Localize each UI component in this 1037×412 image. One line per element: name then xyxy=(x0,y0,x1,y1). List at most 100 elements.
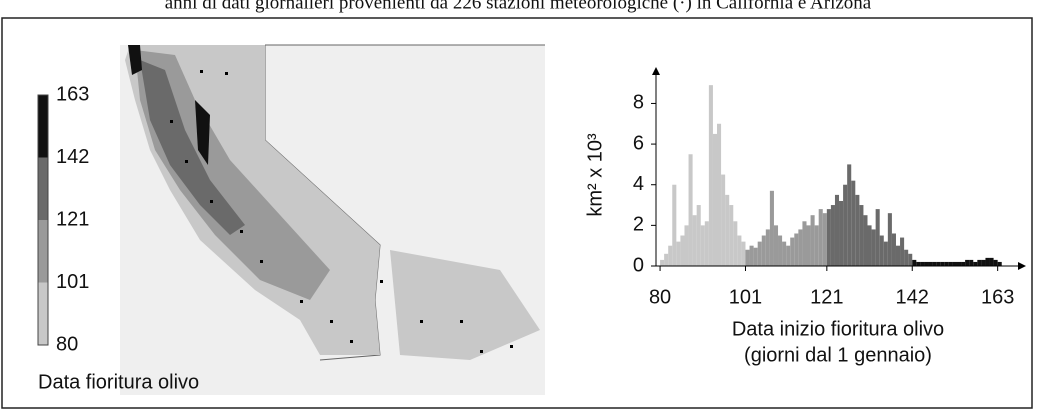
bar xyxy=(912,260,916,266)
bar xyxy=(717,124,721,266)
bar xyxy=(786,246,790,266)
bar xyxy=(819,209,823,266)
bar xyxy=(798,229,802,266)
bar xyxy=(985,258,989,266)
bar xyxy=(904,250,908,266)
bar xyxy=(847,164,851,266)
bar xyxy=(990,258,994,266)
y-tick-label: 6 xyxy=(633,132,644,154)
bar xyxy=(750,246,754,266)
bar xyxy=(705,221,709,266)
bar xyxy=(941,262,945,266)
bar xyxy=(725,195,729,266)
bar xyxy=(733,221,737,266)
bar xyxy=(802,221,806,266)
bar xyxy=(709,85,713,266)
bar xyxy=(758,242,762,266)
bar xyxy=(745,250,749,266)
bar xyxy=(680,236,684,266)
bar xyxy=(920,262,924,266)
caption: anni di dati giornalieri provenienti da … xyxy=(165,0,872,13)
bar xyxy=(806,225,810,266)
map xyxy=(120,45,545,395)
bar xyxy=(741,242,745,266)
x-tick-label: 101 xyxy=(729,286,762,308)
y-axis-label: km² x 10³ xyxy=(584,133,606,217)
page: anni di dati giornalieri provenienti da … xyxy=(0,0,1037,412)
bar xyxy=(794,233,798,266)
bar xyxy=(884,242,888,266)
bar xyxy=(892,233,896,266)
bar xyxy=(827,209,831,266)
x-tick-label: 121 xyxy=(810,286,843,308)
figure: anni di dati giornalieri provenienti da … xyxy=(0,0,1037,412)
bar xyxy=(876,209,880,266)
bar xyxy=(672,185,676,266)
bar xyxy=(684,225,688,266)
colorbar-segment xyxy=(38,158,48,221)
y-tick-label: 8 xyxy=(633,92,644,114)
x-tick-label: 80 xyxy=(649,286,671,308)
bar xyxy=(843,185,847,266)
x-tick-label: 163 xyxy=(981,286,1014,308)
bar xyxy=(721,175,725,266)
bar xyxy=(957,262,961,266)
bar xyxy=(778,236,782,266)
bar xyxy=(790,238,794,266)
bar xyxy=(729,205,733,266)
bar xyxy=(766,229,770,266)
bar xyxy=(868,225,872,266)
bar xyxy=(945,262,949,266)
bar xyxy=(823,213,827,266)
bar xyxy=(916,262,920,266)
bar xyxy=(880,236,884,266)
x-axis-label: (giorni dal 1 gennaio) xyxy=(744,344,932,366)
colorbar-tick-label: 101 xyxy=(56,271,89,293)
y-tick-label: 0 xyxy=(633,254,644,276)
colorbar-tick-label: 121 xyxy=(56,208,89,230)
bar xyxy=(872,229,876,266)
bar xyxy=(713,134,717,266)
bar xyxy=(693,215,697,266)
bar xyxy=(900,238,904,266)
bar xyxy=(977,260,981,266)
colorbar-segment xyxy=(38,220,48,283)
bar xyxy=(896,246,900,266)
x-axis-label: Data inizio fioritura olivo xyxy=(732,318,944,340)
bar xyxy=(969,260,973,266)
bar xyxy=(888,213,892,266)
bar xyxy=(937,262,941,266)
colorbar-tick-label: 163 xyxy=(56,83,89,105)
x-axis-arrow xyxy=(1018,262,1026,270)
x-tick-label: 142 xyxy=(896,286,929,308)
bar xyxy=(774,225,778,266)
bar xyxy=(754,248,758,266)
bar xyxy=(998,262,1002,266)
bar xyxy=(737,236,741,266)
bar xyxy=(762,236,766,266)
bar xyxy=(676,242,680,266)
colorbar-tick-label: 142 xyxy=(56,146,89,168)
bar xyxy=(929,262,933,266)
bar xyxy=(961,262,965,266)
bar xyxy=(668,246,672,266)
bar xyxy=(851,181,855,266)
bar xyxy=(859,205,863,266)
bar xyxy=(981,260,985,266)
bar xyxy=(863,215,867,266)
bar xyxy=(689,154,693,266)
bar xyxy=(831,205,835,266)
bar xyxy=(701,225,705,266)
y-tick-label: 4 xyxy=(633,173,644,195)
bar xyxy=(908,254,912,266)
bar xyxy=(933,262,937,266)
bar xyxy=(953,262,957,266)
bar xyxy=(973,262,977,266)
bar xyxy=(815,225,819,266)
colorbar-segment xyxy=(38,283,48,346)
colorbar-segment xyxy=(38,95,48,158)
bar xyxy=(835,195,839,266)
y-axis-arrow xyxy=(652,67,660,75)
bar xyxy=(782,242,786,266)
bar xyxy=(839,201,843,266)
